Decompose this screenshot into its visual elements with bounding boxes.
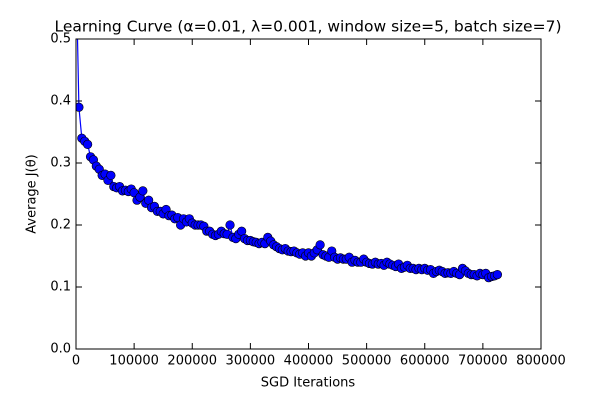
data-point — [492, 270, 503, 280]
x-tick-label: 0 — [72, 354, 80, 369]
y-tick-label: 0.1 — [50, 280, 71, 295]
x-tick-label: 400000 — [284, 354, 334, 369]
data-point — [315, 240, 325, 250]
x-tick-label: 300000 — [226, 354, 276, 369]
x-axis-label: SGD Iterations — [261, 376, 356, 391]
y-axis-label: Average J(θ) — [25, 154, 40, 233]
y-tick-label: 0.5 — [50, 32, 71, 47]
data-point — [83, 139, 93, 149]
axis-layer: 0 100000 200000 300000 400000 500000 600000 700… — [50, 32, 566, 369]
data-point — [138, 186, 148, 196]
data-point — [76, 102, 84, 112]
y-tick-label: 0.4 — [50, 94, 71, 109]
x-tick-label: 700000 — [458, 354, 508, 369]
data-point — [106, 170, 116, 180]
x-tick-label: 200000 — [167, 354, 217, 369]
x-tick-label: 100000 — [109, 354, 159, 369]
y-tick-label: 0.2 — [50, 218, 71, 233]
plot-frame — [75, 38, 542, 350]
data-layer — [76, 39, 503, 283]
x-tick-label: 600000 — [400, 354, 450, 369]
plot-area — [76, 39, 541, 349]
data-point — [225, 220, 235, 230]
x-tick-label: 500000 — [342, 354, 392, 369]
y-tick-label: 0.0 — [50, 342, 71, 357]
y-tick-label: 0.3 — [50, 156, 71, 171]
chart-title: Learning Curve (α=0.01, λ=0.001, window … — [54, 18, 561, 36]
x-tick-label: 800000 — [516, 354, 566, 369]
